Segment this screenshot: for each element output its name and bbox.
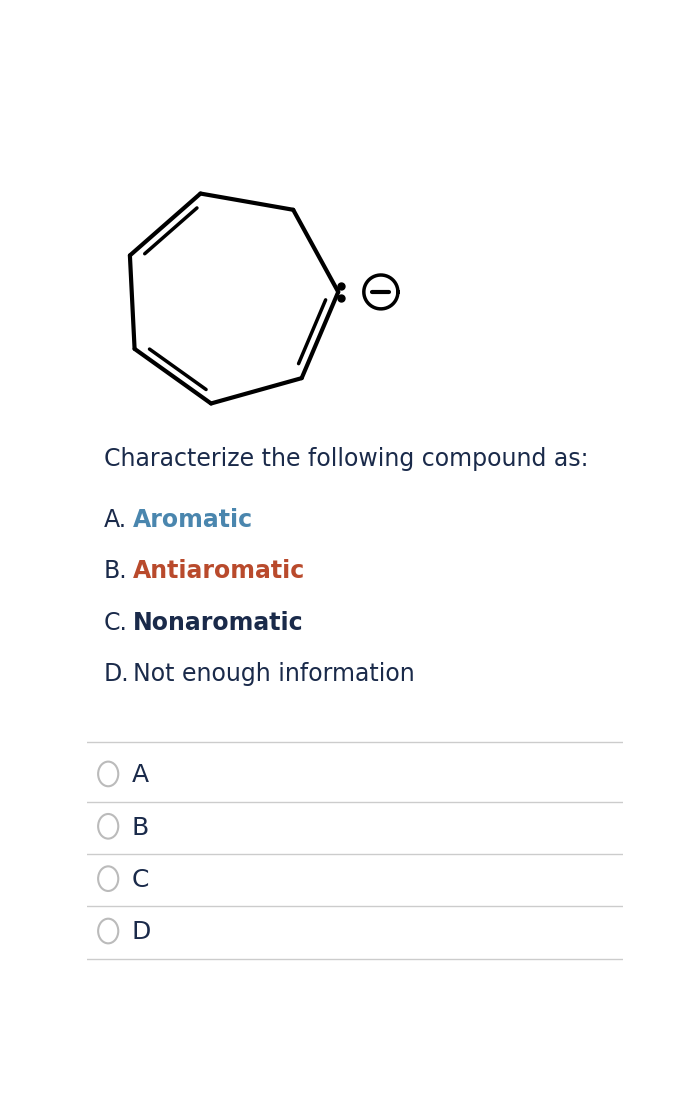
Text: Antiaromatic: Antiaromatic [133,559,305,583]
Text: C.: C. [104,610,127,635]
Text: B: B [131,816,149,840]
Text: Not enough information: Not enough information [133,662,415,686]
Text: C: C [131,867,149,892]
Text: D: D [131,920,151,944]
Text: Characterize the following compound as:: Characterize the following compound as: [104,448,588,471]
Text: A.: A. [104,507,127,531]
Text: Nonaromatic: Nonaromatic [133,610,304,635]
Text: B.: B. [104,559,127,583]
Text: Aromatic: Aromatic [133,507,253,531]
Text: A: A [131,763,149,787]
Text: D.: D. [104,662,129,686]
